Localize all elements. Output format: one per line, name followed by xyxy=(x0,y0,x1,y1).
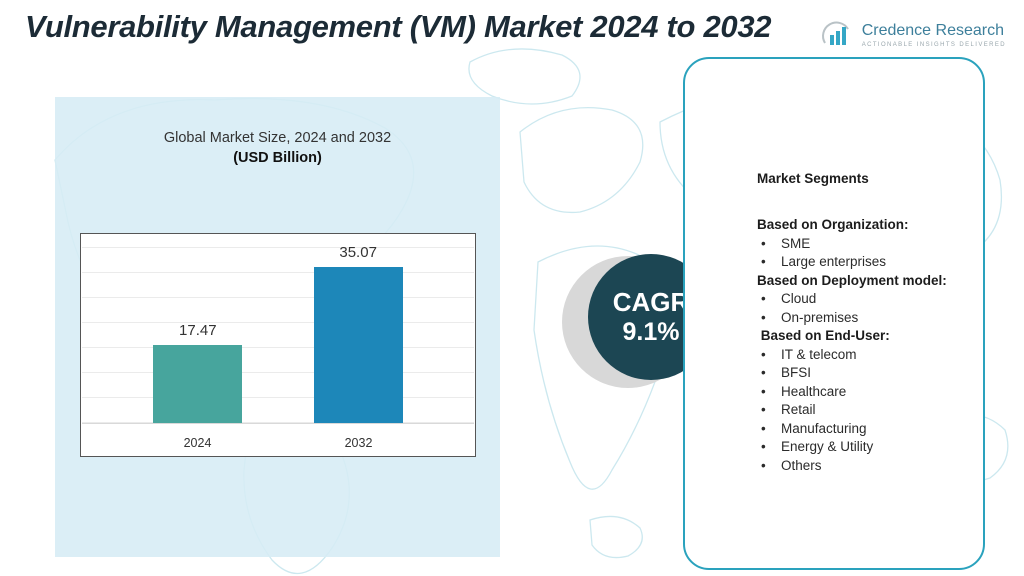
x-axis-label: 2032 xyxy=(344,436,373,450)
bullet-icon: • xyxy=(761,254,766,269)
logo-tagline: Actionable Insights Delivered xyxy=(861,42,1006,48)
bar-value-label: 35.07 xyxy=(339,244,377,261)
segment-item-label: Large enterprises xyxy=(781,254,887,269)
bar-2024 xyxy=(153,345,243,423)
market-segments-list: Based on Organization: • SME • Large enterpr… xyxy=(757,216,963,475)
segment-item-label: On-premises xyxy=(781,309,859,325)
x-axis-label: 2024 xyxy=(183,436,212,450)
bar-value-label: 17.47 xyxy=(179,322,217,339)
chart-title: Global Market Size, 2024 and 2032 xyxy=(163,130,392,146)
segment-group-heading: Based on Deployment model: xyxy=(757,272,947,288)
bar-chart-x-axis: 2024 2032 xyxy=(81,436,475,450)
segment-item: • Energy & Utility xyxy=(757,438,963,457)
segment-item-label: BFSI xyxy=(781,365,812,380)
segment-item-label: Energy & Utility xyxy=(781,439,874,454)
segment-item-label: Retail xyxy=(781,402,816,417)
bullet-icon: • xyxy=(761,235,766,251)
segment-item-label: Others xyxy=(781,457,822,473)
segment-item: • Manufacturing xyxy=(757,420,963,439)
bar-chart: 17.47 35.07 2024 2032 xyxy=(80,233,476,457)
bar-2032 xyxy=(313,267,403,423)
credence-logo: Credence Research Actionable Insights De… xyxy=(821,20,1006,50)
segment-item: • BFSI xyxy=(757,364,963,383)
bullet-icon: • xyxy=(761,365,766,380)
market-segments-panel: Market Segments Based on Organization: • S… xyxy=(683,57,985,570)
segment-item-label: IT & telecom xyxy=(781,346,857,362)
bullet-icon: • xyxy=(761,346,766,362)
segment-item: • Others xyxy=(757,457,963,476)
segment-item: • SME xyxy=(757,235,963,254)
chart-panel: Global Market Size, 2024 and 2032 (USD B… xyxy=(55,97,500,557)
segment-item: • Cloud xyxy=(757,290,963,309)
credence-logo-text-block: Credence Research Actionable Insights De… xyxy=(862,22,1006,48)
bullet-icon: • xyxy=(761,291,766,306)
bullet-icon: • xyxy=(761,383,766,399)
segment-item-label: Cloud xyxy=(781,291,817,306)
page-title: Vulnerability Management (VM) Market 202… xyxy=(25,9,772,44)
credence-logo-icon xyxy=(821,21,849,45)
segment-item-label: Healthcare xyxy=(781,383,847,399)
segment-item: • Healthcare xyxy=(757,383,963,402)
market-segments-title: Market Segments xyxy=(757,171,869,186)
chart-subtitle: (USD Billion) xyxy=(233,150,322,166)
segment-item-label: SME xyxy=(781,235,811,251)
bar-column: 17.47 xyxy=(153,322,243,423)
bullet-icon: • xyxy=(761,439,766,454)
logo-name: Credence Research xyxy=(861,22,1004,39)
bullet-icon: • xyxy=(761,420,766,436)
bullet-icon: • xyxy=(761,457,766,473)
bar-chart-plot-area: 17.47 35.07 xyxy=(82,244,474,424)
bullet-icon: • xyxy=(761,309,766,325)
segment-item: • On-premises xyxy=(757,309,963,328)
segment-item: • Large enterprises xyxy=(757,253,963,272)
cagr-value: 9.1% xyxy=(622,317,680,346)
segment-item: • Retail xyxy=(757,401,963,420)
bullet-icon: • xyxy=(761,402,766,417)
segment-item-label: Manufacturing xyxy=(781,420,867,436)
segment-group-heading: Based on Organization: xyxy=(757,217,909,232)
segment-item: • IT & telecom xyxy=(757,346,963,365)
cagr-label: CAGR xyxy=(612,286,690,317)
segment-group-heading: Based on End-User: xyxy=(757,328,890,343)
bar-column: 35.07 xyxy=(313,244,403,423)
